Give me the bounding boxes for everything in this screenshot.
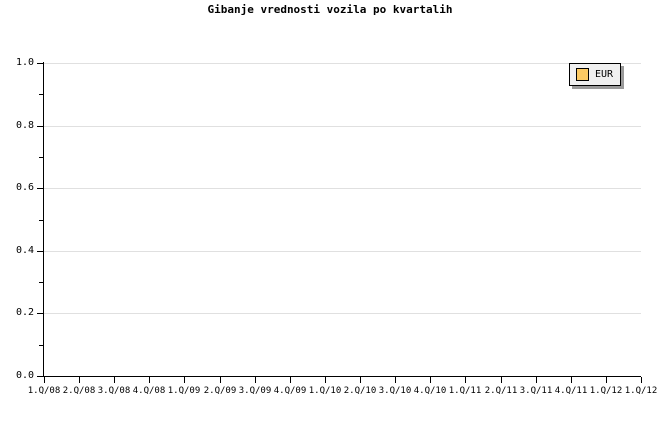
x-axis-tick-label: 1.Q/09 bbox=[167, 386, 201, 396]
y-axis-tick-label: 0.6 bbox=[15, 182, 34, 194]
chart-legend[interactable]: EUR bbox=[569, 63, 622, 86]
gridline bbox=[44, 125, 641, 127]
plot-background bbox=[44, 63, 641, 376]
y-axis-tick bbox=[37, 125, 44, 127]
chart-title: Gibanje vrednosti vozila po kvartalih bbox=[207, 3, 453, 16]
x-axis-tick bbox=[430, 377, 431, 383]
y-axis-tick-label: 0.4 bbox=[15, 244, 34, 256]
y-axis-minor-tick bbox=[39, 94, 44, 96]
y-axis-tick-label: 0.8 bbox=[15, 119, 34, 131]
x-axis-tick-label: 2.Q/10 bbox=[343, 386, 377, 396]
x-axis-tick bbox=[465, 377, 466, 383]
y-axis-tick bbox=[37, 188, 44, 190]
x-axis-tick-label: 2.Q/11 bbox=[484, 386, 518, 396]
x-axis-tick bbox=[536, 377, 537, 383]
x-axis-tick-label: 4.Q/09 bbox=[273, 386, 307, 396]
y-axis-tick bbox=[37, 376, 44, 377]
x-axis-tick-label: 1.Q/11 bbox=[448, 386, 482, 396]
x-axis-tick bbox=[149, 377, 150, 383]
x-axis-tick bbox=[501, 377, 502, 383]
x-axis-tick bbox=[114, 377, 115, 383]
x-axis-tick-label: 3.Q/08 bbox=[97, 386, 131, 396]
x-axis-tick-label: 3.Q/10 bbox=[378, 386, 412, 396]
y-axis-tick bbox=[37, 63, 44, 64]
x-axis-line bbox=[43, 376, 641, 377]
gridline bbox=[44, 250, 641, 252]
x-axis-tick-label: 3.Q/09 bbox=[238, 386, 272, 396]
x-axis-tick bbox=[255, 377, 256, 383]
plot-area bbox=[44, 63, 641, 376]
y-axis-minor-tick bbox=[39, 282, 44, 284]
x-axis-tick bbox=[325, 377, 326, 383]
x-axis-tick bbox=[641, 377, 642, 383]
y-axis-tick-label: 1.0 bbox=[15, 57, 34, 68]
x-axis-tick bbox=[571, 377, 572, 383]
y-axis-tick-label: 0.0 bbox=[15, 370, 34, 381]
x-axis-tick bbox=[360, 377, 361, 383]
x-axis-tick bbox=[290, 377, 291, 383]
x-axis-tick-label: 1.Q/10 bbox=[308, 386, 342, 396]
y-axis-minor-tick bbox=[39, 219, 44, 221]
x-axis-tick bbox=[184, 377, 185, 383]
x-axis-tick bbox=[79, 377, 80, 383]
x-axis-tick-label: 4.Q/11 bbox=[554, 386, 588, 396]
x-axis-tick-label: 4.Q/10 bbox=[413, 386, 447, 396]
x-axis-tick-label: 3.Q/11 bbox=[519, 386, 553, 396]
x-axis-tick bbox=[395, 377, 396, 383]
x-axis-tick-label: 4.Q/08 bbox=[132, 386, 166, 396]
x-axis-tick-label: 2.Q/09 bbox=[203, 386, 237, 396]
x-axis-tick-label: 1.Q/12 bbox=[624, 386, 658, 396]
gridline bbox=[44, 63, 641, 64]
y-axis-tick bbox=[37, 313, 44, 315]
x-axis-tick-label: 1.Q/12 bbox=[589, 386, 623, 396]
x-axis-tick bbox=[220, 377, 221, 383]
y-axis-minor-tick bbox=[39, 344, 44, 346]
legend-swatch-eur-icon bbox=[576, 68, 589, 81]
x-axis-tick bbox=[606, 377, 607, 383]
legend-label-eur: EUR bbox=[595, 69, 614, 80]
y-axis-tick bbox=[37, 250, 44, 252]
y-axis-minor-tick bbox=[39, 156, 44, 158]
y-axis-tick-label: 0.2 bbox=[15, 307, 34, 319]
gridline bbox=[44, 188, 641, 190]
gridline bbox=[44, 313, 641, 315]
x-axis-tick-label: 2.Q/08 bbox=[62, 386, 96, 396]
x-axis-tick-label: 1.Q/08 bbox=[27, 386, 61, 396]
x-axis-tick bbox=[44, 377, 45, 383]
